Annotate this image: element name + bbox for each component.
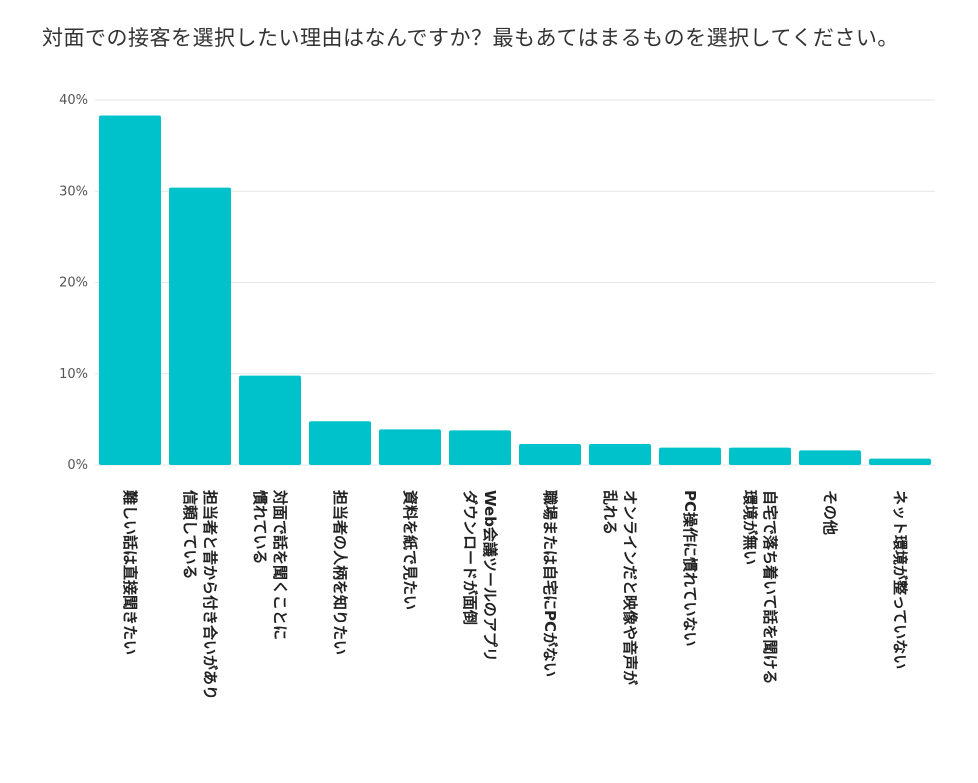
y-tick-label: 30% [59, 184, 88, 199]
bar [379, 429, 441, 465]
x-tick-label: 資料を紙で見たい [401, 490, 419, 610]
x-tick-label: 難しい話は直接聞きたい [121, 490, 139, 655]
x-tick-label: 自宅で落ち着いて話を聞ける [761, 490, 779, 685]
bar [99, 115, 161, 465]
bar [729, 447, 791, 465]
bar [169, 187, 231, 465]
y-tick-label: 0% [67, 458, 88, 473]
x-tick-label: ネット環境が整っていない [891, 490, 909, 669]
x-tick-label: ダウンロードが面倒 [461, 490, 479, 625]
x-tick-label: 慣れている [251, 490, 269, 565]
x-tick-label: 担当者の人柄を知りたい [331, 490, 349, 655]
x-tick-label: 環境が無い [741, 490, 759, 565]
x-tick-label: オンラインだと映像や音声が [621, 490, 639, 686]
x-tick-label: 対面で話を聞くことに [271, 489, 289, 640]
y-tick-label: 20% [59, 276, 88, 291]
bar [659, 447, 721, 465]
y-tick-label: 10% [59, 367, 88, 382]
y-tick-label: 40% [59, 93, 88, 108]
x-tick-label: その他 [821, 490, 839, 535]
chart-title: 対面での接客を選択したい理由はなんですか？最もあてはまるものを選択してください。 [42, 26, 899, 50]
bar [589, 444, 651, 465]
x-tick-label: 信頼している [181, 490, 199, 580]
bar [519, 444, 581, 465]
bar [309, 421, 371, 465]
x-tick-label: 乱れる [601, 490, 619, 535]
x-tick-label: Web会議ツールのアプリ [481, 490, 499, 662]
bar [239, 375, 301, 465]
x-tick-label: 職場または自宅にPCがない [541, 490, 559, 677]
bar [799, 450, 861, 465]
bar [449, 430, 511, 465]
x-tick-label: 担当者と昔から付き合いがあり [201, 490, 219, 700]
x-tick-label: PC操作に慣れていない [681, 490, 699, 647]
bar [869, 458, 931, 465]
